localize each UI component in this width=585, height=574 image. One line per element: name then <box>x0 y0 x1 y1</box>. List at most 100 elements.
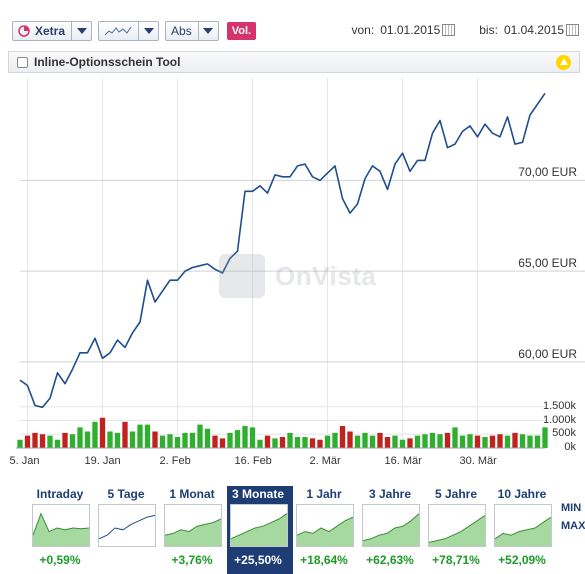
volume-bar <box>474 435 481 448</box>
volume-bar <box>257 439 263 448</box>
sparkline-line <box>428 514 486 543</box>
volume-bar <box>234 430 241 448</box>
x-axis-label: 2. Mär <box>309 455 341 467</box>
period-tab[interactable]: 3 Jahre +62,63% <box>359 486 425 574</box>
volume-bar <box>392 435 398 448</box>
date-range: von: 01.01.2015 bis: 01.04.2015 <box>352 23 579 37</box>
y-axis-label: 60,00 EUR <box>518 346 577 361</box>
volume-bar <box>429 432 436 448</box>
volume-bar <box>212 435 218 448</box>
volume-bar <box>144 424 151 448</box>
calendar-icon[interactable] <box>566 24 579 36</box>
sparkline-area <box>363 513 419 546</box>
volume-bar <box>309 438 316 448</box>
volume-axis-label: 1.000k <box>542 413 576 426</box>
optionsschein-tool-label[interactable]: Inline-Optionsschein Tool <box>34 55 181 69</box>
period-label: Intraday <box>36 487 84 501</box>
period-label: 10 Jahre <box>497 487 547 501</box>
volume-bar <box>384 437 391 448</box>
calendar-icon[interactable] <box>442 24 456 36</box>
sparkline-line <box>230 513 288 540</box>
max-label[interactable]: MAX <box>561 520 585 532</box>
min-max-toggle[interactable]: MIN MAX <box>561 499 585 535</box>
x-axis-label: 30. Mär <box>459 455 497 467</box>
period-tab[interactable]: 10 Jahre +52,09% <box>491 486 557 574</box>
sparkline-area <box>33 513 89 546</box>
volume-bar <box>17 439 23 448</box>
period-sparkline <box>428 504 486 547</box>
volume-bar <box>504 435 511 448</box>
period-tab[interactable]: 5 Jahre +78,71% <box>425 486 491 574</box>
commerzbank-logo-icon <box>556 55 571 70</box>
chart-type-dropdown-arrow[interactable] <box>138 22 158 40</box>
caret-down-icon <box>203 28 214 34</box>
sparkline-area <box>429 515 485 546</box>
period-change: +3,76% <box>171 553 213 567</box>
period-tab[interactable]: 1 Monat +3,76% <box>161 486 227 574</box>
volume-bar <box>174 437 181 448</box>
volume-toggle[interactable]: Vol. <box>226 22 257 40</box>
period-sparkline <box>494 504 552 547</box>
volume-axis-label: 0k <box>564 441 576 453</box>
exchange-dropdown[interactable]: Xetra <box>12 21 93 41</box>
volume-bar <box>137 424 143 448</box>
to-label: bis: <box>479 23 498 37</box>
volume-bar <box>534 435 541 448</box>
volume-bar <box>362 432 368 448</box>
volume-bar <box>512 432 518 448</box>
volume-bar <box>122 421 128 448</box>
period-label: 5 Tage <box>107 487 145 501</box>
volume-bar <box>249 427 256 448</box>
volume-bar <box>47 435 53 448</box>
volume-bar <box>204 428 211 448</box>
exchange-select[interactable]: Xetra <box>13 22 71 40</box>
period-tab[interactable]: Intraday +0,59% <box>29 486 95 574</box>
price-chart-canvas <box>16 78 585 449</box>
scale-dropdown[interactable]: Abs <box>165 21 219 41</box>
volume-bar <box>324 435 331 448</box>
y-axis-label: 65,00 EUR <box>518 256 577 271</box>
period-sparkline <box>362 504 420 547</box>
volume-bar <box>114 432 121 448</box>
volume-bar <box>84 431 91 448</box>
volume-bar <box>332 432 338 448</box>
volume-bar <box>519 434 526 448</box>
period-label: 3 Jahre <box>368 487 412 501</box>
exchange-dropdown-arrow[interactable] <box>71 22 91 40</box>
volume-bar <box>242 426 248 448</box>
sparkline-line <box>164 518 222 536</box>
scale-dropdown-arrow[interactable] <box>197 22 218 40</box>
volume-bar <box>287 432 293 448</box>
period-tab[interactable]: 5 Tage <box>95 486 161 574</box>
x-axis-label: 16. Feb <box>234 455 272 467</box>
chart-type-dropdown[interactable] <box>98 21 160 41</box>
sparkline-area <box>231 513 287 546</box>
volume-axis-label: 1.500k <box>542 399 576 412</box>
volume-bar <box>159 435 166 448</box>
volume-bar <box>407 438 413 448</box>
to-date[interactable]: 01.04.2015 <box>503 23 564 37</box>
optionsschein-tool-checkbox[interactable] <box>17 56 28 68</box>
line-chart-icon <box>104 26 132 36</box>
volume-bar <box>39 434 46 448</box>
caret-down-icon <box>143 28 154 34</box>
watermark-text: OnVista <box>275 260 377 291</box>
period-label: 3 Monate <box>231 487 284 501</box>
volume-bar <box>467 434 473 448</box>
volume-bar <box>77 427 83 448</box>
volume-bar <box>317 439 323 448</box>
x-axis-label: 5. Jan <box>9 455 40 467</box>
min-label[interactable]: MIN <box>561 502 582 514</box>
period-change: +25,50% <box>234 553 282 567</box>
volume-bar <box>414 435 421 448</box>
volume-bar <box>152 431 158 448</box>
volume-bar <box>24 435 31 448</box>
scale-select[interactable]: Abs <box>166 22 198 40</box>
chart-type-select[interactable] <box>99 22 138 40</box>
from-date[interactable]: 01.01.2015 <box>380 23 441 37</box>
period-tab[interactable]: 1 Jahr +18,64% <box>293 486 359 574</box>
sparkline-area <box>165 519 221 546</box>
period-label: 5 Jahre <box>434 487 478 501</box>
volume-bar <box>219 438 226 448</box>
period-tab[interactable]: 3 Monate +25,50% <box>227 486 293 574</box>
